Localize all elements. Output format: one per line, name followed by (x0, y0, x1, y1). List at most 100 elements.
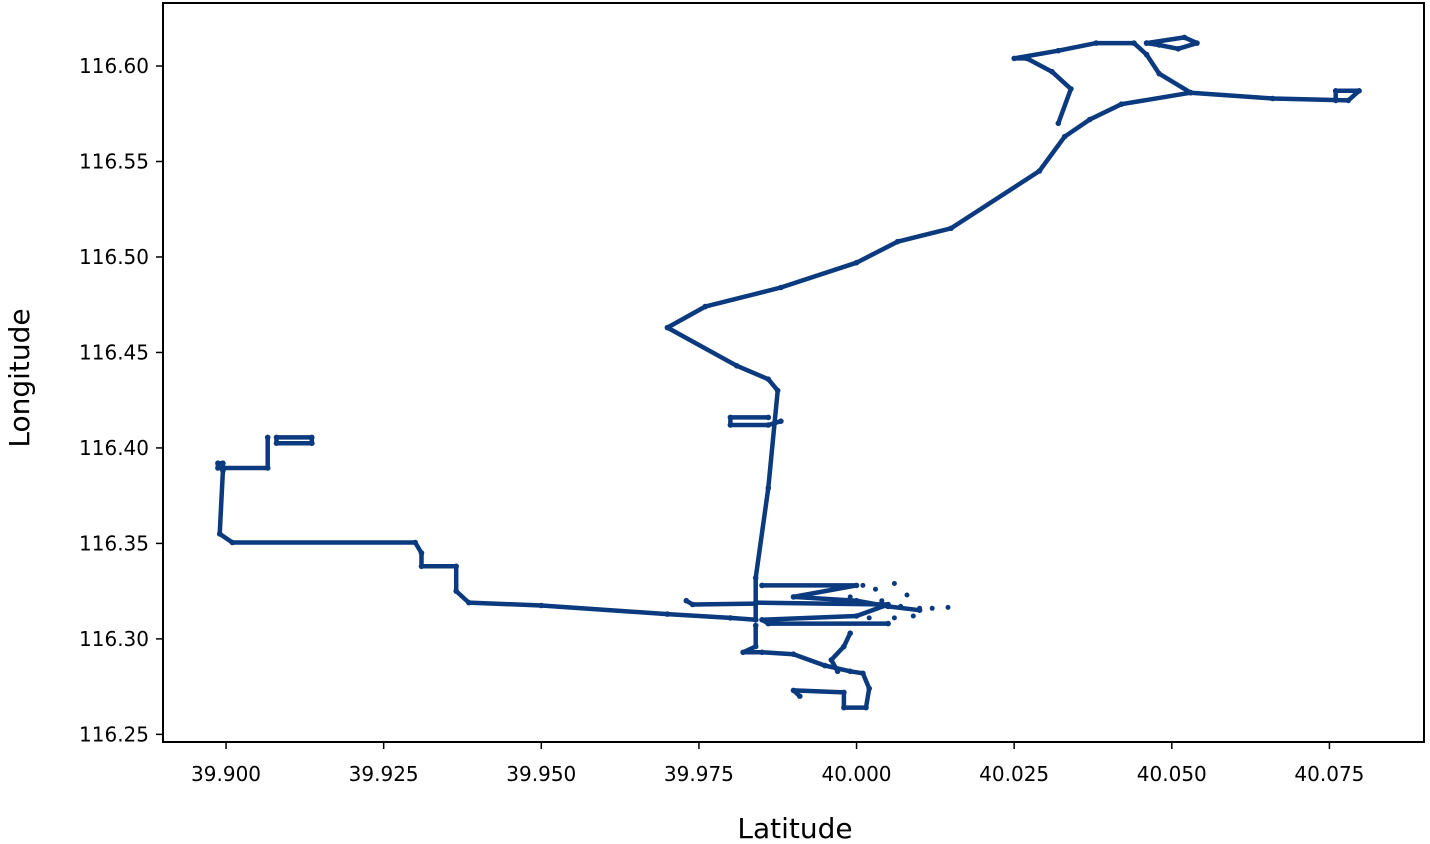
y-axis-title: Longitude (3, 308, 36, 447)
data-point (664, 611, 671, 617)
data-point (853, 259, 860, 266)
data-point (860, 670, 866, 677)
data-point (1356, 88, 1362, 94)
data-point (847, 594, 853, 600)
data-point (891, 615, 897, 621)
x-tick-label: 39.950 (506, 762, 576, 786)
data-point (229, 539, 236, 546)
data-point (885, 601, 891, 608)
y-tick-label: 116.35 (79, 531, 149, 555)
data-point (309, 434, 315, 441)
data-point (309, 440, 315, 447)
trajectory-segment (753, 600, 891, 626)
data-point (765, 485, 772, 491)
data-point (215, 460, 221, 467)
data-point (1093, 40, 1099, 46)
y-tick-label: 116.55 (79, 149, 149, 173)
data-point (683, 597, 690, 604)
data-point (841, 704, 847, 711)
data-point (866, 615, 872, 621)
x-tick-label: 40.025 (979, 762, 1049, 786)
data-point (1332, 88, 1339, 94)
data-point (453, 588, 460, 594)
data-point (860, 582, 866, 588)
data-point (1131, 40, 1137, 46)
data-point (822, 662, 828, 669)
data-point (945, 604, 951, 610)
data-point (790, 594, 797, 600)
data-point (727, 422, 734, 428)
data-point (841, 689, 847, 696)
data-point (1187, 89, 1194, 96)
data-point (841, 643, 847, 650)
data-point (418, 563, 425, 570)
data-point (1118, 101, 1125, 107)
y-tick-label: 116.50 (79, 245, 149, 269)
data-point (853, 582, 860, 589)
x-tick-label: 39.925 (349, 762, 419, 786)
data-point (790, 687, 797, 694)
data-point (898, 603, 904, 609)
data-point (929, 605, 935, 611)
plot-frame (162, 2, 1425, 743)
data-point (765, 620, 772, 627)
data-point (797, 693, 803, 699)
data-point (689, 601, 696, 608)
data-point (891, 581, 897, 586)
data-point (1068, 86, 1074, 92)
data-point (752, 600, 759, 607)
data-point (774, 387, 781, 394)
data-point (1036, 168, 1043, 174)
data-point (1087, 116, 1093, 123)
data-point (910, 613, 916, 619)
data-point (264, 434, 271, 441)
data-point (904, 592, 910, 598)
data-point (790, 651, 797, 657)
data-point (273, 440, 280, 447)
data-point (727, 414, 734, 421)
data-point (453, 563, 460, 570)
data-point (1345, 97, 1352, 104)
data-point (1332, 97, 1339, 104)
x-axis: 39.900 39.925 39.950 39.975 40.000 40.025 40.0… (191, 742, 1364, 786)
data-point (847, 668, 853, 675)
data-point (1156, 70, 1162, 77)
data-point (765, 414, 772, 421)
data-point (1055, 120, 1062, 127)
data-point (885, 620, 891, 627)
data-point (1156, 42, 1162, 48)
data-point (759, 649, 765, 656)
y-tick-label: 116.40 (79, 436, 149, 460)
data-point (879, 598, 885, 604)
data-point (1055, 47, 1062, 54)
data-point (273, 434, 280, 441)
data-point (466, 599, 472, 606)
data-point (894, 238, 901, 245)
data-point (538, 602, 545, 609)
y-axis: 116.25 116.30 116.35 116.40 116.45 116.50 116.… (79, 54, 163, 746)
data-point (216, 531, 223, 537)
data-point (759, 617, 765, 623)
data-point (834, 668, 841, 675)
data-point (1181, 34, 1188, 41)
data-point (220, 468, 226, 474)
y-tick-label: 116.45 (79, 340, 149, 364)
trajectory-segment (759, 583, 922, 613)
data-point (917, 605, 923, 611)
data-point (412, 539, 419, 546)
data-point (1143, 51, 1150, 58)
data-point (664, 324, 671, 331)
data-point (1143, 40, 1150, 46)
x-tick-label: 40.000 (822, 762, 892, 786)
plot-background (163, 3, 1424, 742)
data-point (778, 284, 784, 291)
data-point (1011, 55, 1017, 62)
y-tick-label: 116.30 (79, 627, 149, 651)
x-tick-label: 39.975 (664, 762, 734, 786)
data-point (853, 613, 860, 619)
data-point (1049, 68, 1055, 75)
data-point (847, 630, 853, 636)
x-tick-label: 39.900 (191, 762, 261, 786)
data-point (948, 225, 954, 232)
